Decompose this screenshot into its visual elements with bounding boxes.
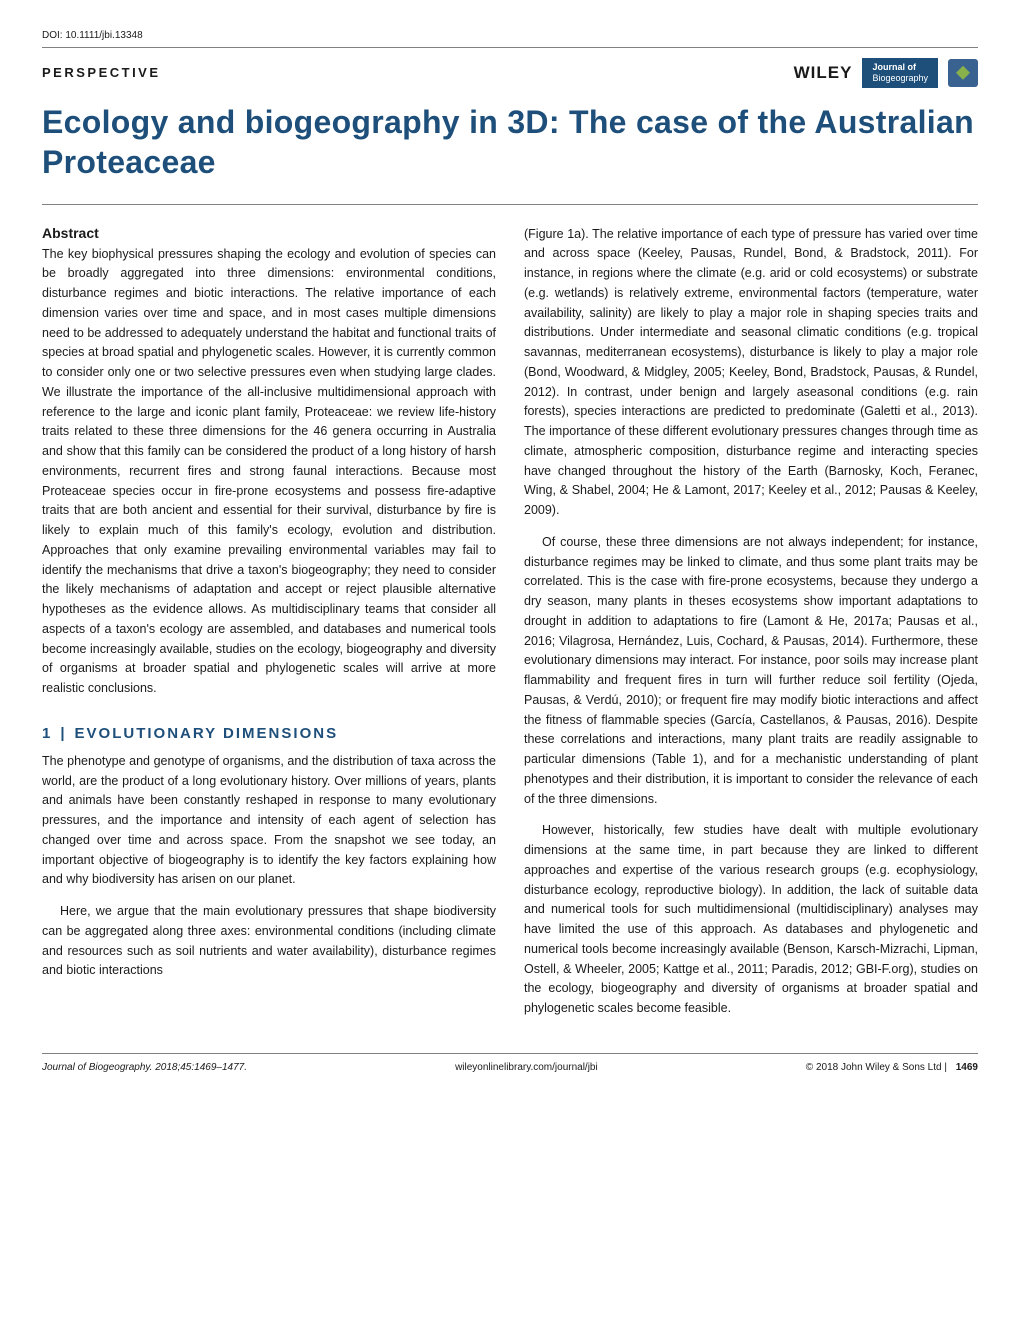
abstract-text: The key biophysical pressures shaping th… (42, 245, 496, 699)
left-column: Abstract The key biophysical pressures s… (42, 225, 496, 1031)
two-column-body: Abstract The key biophysical pressures s… (42, 225, 978, 1031)
footer-url: wileyonlinelibrary.com/journal/jbi (455, 1062, 598, 1073)
mid-rule (42, 204, 978, 205)
col1-para2: Here, we argue that the main evolutionar… (42, 902, 496, 981)
section-1-heading: 1 | EVOLUTIONARY DIMENSIONS (42, 725, 496, 742)
journal-badge: Journal of Biogeography (862, 58, 938, 88)
footer-copyright-block: © 2018 John Wiley & Sons Ltd | 1469 (806, 1062, 978, 1073)
publisher-block: WILEY Journal of Biogeography (794, 58, 978, 88)
header-row: PERSPECTIVE WILEY Journal of Biogeograph… (42, 58, 978, 88)
doi-text: DOI: 10.1111/jbi.13348 (42, 30, 978, 41)
section-divider-icon: | (60, 725, 66, 742)
col2-para3: However, historically, few studies have … (524, 821, 978, 1019)
article-title: Ecology and biogeography in 3D: The case… (42, 102, 978, 182)
col2-para2: Of course, these three dimensions are no… (524, 533, 978, 810)
journal-badge-line1: Journal of (872, 62, 928, 73)
article-type-label: PERSPECTIVE (42, 65, 161, 80)
footer-page-number: 1469 (956, 1062, 978, 1073)
footer-pipe-icon: | (944, 1062, 949, 1073)
col2-para1: (Figure 1a). The relative importance of … (524, 225, 978, 521)
page-footer: Journal of Biogeography. 2018;45:1469–14… (42, 1053, 978, 1073)
section-title-text: EVOLUTIONARY DIMENSIONS (75, 725, 339, 742)
col1-para1: The phenotype and genotype of organisms,… (42, 752, 496, 890)
top-rule (42, 47, 978, 48)
right-column: (Figure 1a). The relative importance of … (524, 225, 978, 1031)
footer-copyright: © 2018 John Wiley & Sons Ltd (806, 1062, 942, 1073)
leaf-icon (948, 59, 978, 87)
wiley-logo: WILEY (794, 63, 853, 83)
journal-badge-line2: Biogeography (872, 73, 928, 84)
section-number: 1 (42, 725, 52, 742)
abstract-heading: Abstract (42, 225, 496, 241)
footer-citation: Journal of Biogeography. 2018;45:1469–14… (42, 1062, 247, 1073)
